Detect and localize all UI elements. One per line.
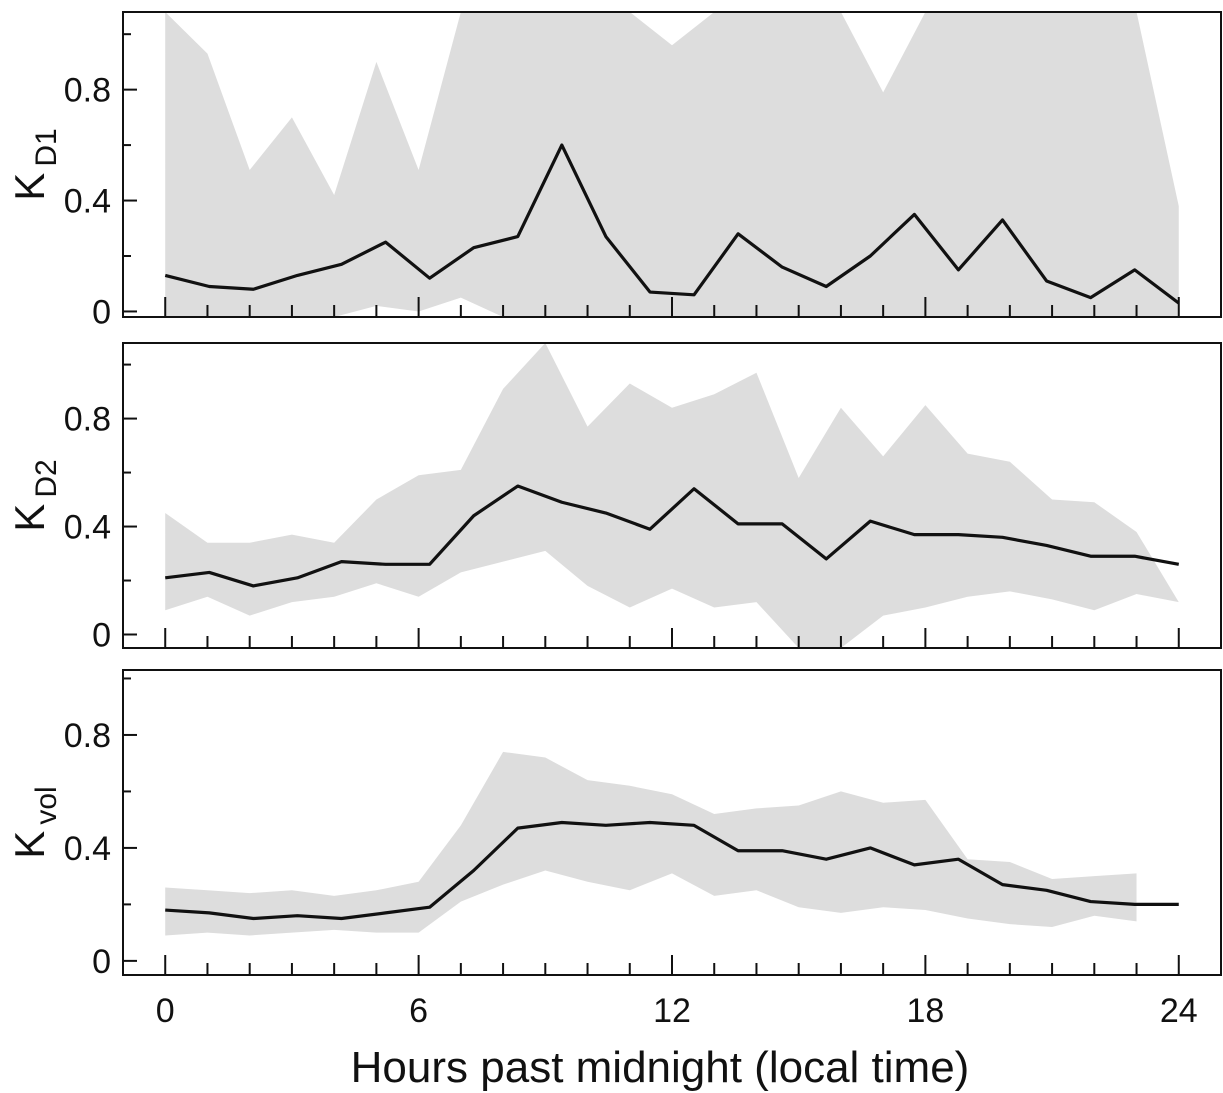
x-tick-label: 0 [156,992,175,1030]
confidence-band [165,12,1179,317]
x-tick-label: 6 [409,992,428,1030]
y-tick-label: 0.8 [64,401,111,439]
y-tick-label: 0.8 [64,717,111,755]
mean-line [165,820,1179,921]
y-axis-title-main: K [6,173,53,201]
y-tick-label: 0.4 [64,509,111,547]
mean-line [165,484,1180,588]
mean-line [164,143,1180,305]
y-axis-title-sub: D2 [30,459,63,497]
confidence-band [165,751,1137,936]
y-axis-title: K D1 [6,128,63,200]
y-axis-title: K D2 [6,459,63,531]
panel-2: 0 0.4 0.8 K D2 [6,342,1222,655]
y-tick-label: 0.4 [64,830,111,868]
y-axis-title-main: K [6,504,53,532]
y-tick-label: 0 [92,943,111,981]
confidence-band [165,343,1179,648]
x-axis-title: Hours past midnight (local time) [351,1043,970,1092]
y-axis-title-main: K [6,831,53,859]
panel-1: 0 0.4 0.8 K D1 [6,11,1222,331]
y-axis-title: Kvol [6,786,63,858]
y-axis-title-sub: vol [30,786,63,824]
x-tick-label: 12 [653,992,691,1030]
y-tick-label: 0.8 [64,72,111,110]
y-tick-label: 0.4 [64,183,111,221]
x-tick-label: 18 [906,992,944,1030]
x-tick-label: 24 [1160,992,1198,1030]
y-tick-label: 0 [92,617,111,655]
y-tick-label: 0 [92,293,111,331]
y-axis-title-sub: D1 [30,128,63,166]
